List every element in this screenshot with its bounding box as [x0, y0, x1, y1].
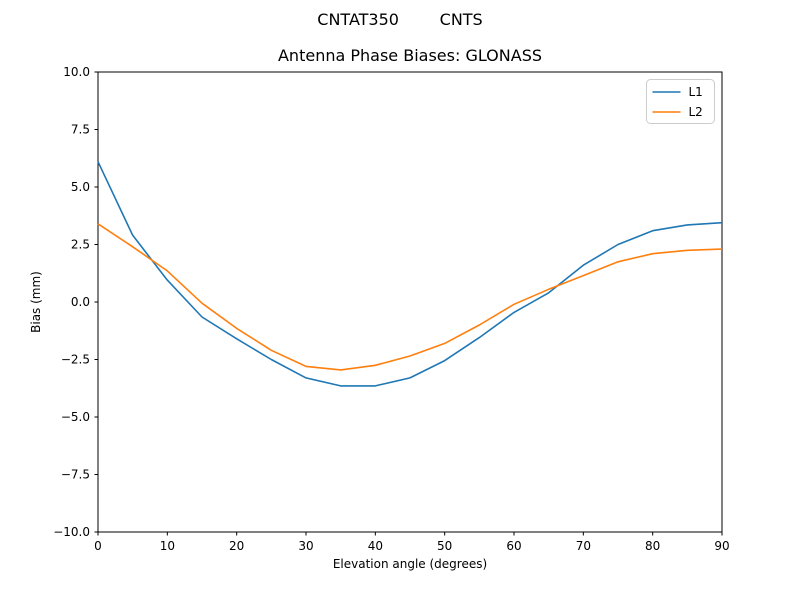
- axes-title: Antenna Phase Biases: GLONASS: [277, 46, 542, 65]
- y-axis-label: Bias (mm): [29, 271, 43, 333]
- y-tick-label: 7.5: [71, 123, 90, 137]
- y-tick-label: 5.0: [71, 180, 90, 194]
- x-axis: 0 10 20 30 40 50 60 70 80 90: [94, 532, 730, 553]
- x-tick-label: 60: [506, 539, 521, 553]
- x-tick-label: 80: [645, 539, 660, 553]
- y-tick-label: −5.0: [61, 410, 90, 424]
- y-tick-label: 2.5: [71, 238, 90, 252]
- series-line-l2: [97, 223, 723, 371]
- legend-label-l1: L1: [689, 85, 703, 99]
- legend-label-l2: L2: [689, 105, 703, 119]
- y-axis: 10.0 7.5 5.0 2.5 0.0 −2.5 −5.0 −7.5 −10.0: [53, 65, 98, 539]
- x-tick-label: 40: [368, 539, 383, 553]
- figure-suptitle: CNTAT350 CNTS: [317, 10, 483, 29]
- x-tick-label: 50: [437, 539, 452, 553]
- x-tick-label: 10: [160, 539, 175, 553]
- x-axis-label: Elevation angle (degrees): [332, 557, 488, 571]
- x-tick-label: 90: [714, 539, 729, 553]
- series-line-l1: [97, 161, 723, 387]
- x-tick-label: 70: [576, 539, 591, 553]
- y-tick-label: −2.5: [61, 353, 90, 367]
- plot-border: [97, 71, 723, 533]
- x-tick-label: 20: [229, 539, 244, 553]
- y-tick-label: −7.5: [61, 468, 90, 482]
- y-tick-label: 0.0: [71, 295, 90, 309]
- x-tick-label: 30: [298, 539, 313, 553]
- legend-box: [646, 79, 715, 124]
- y-tick-label: −10.0: [53, 525, 90, 539]
- y-tick-label: 10.0: [63, 65, 90, 79]
- x-tick-label: 0: [94, 539, 102, 553]
